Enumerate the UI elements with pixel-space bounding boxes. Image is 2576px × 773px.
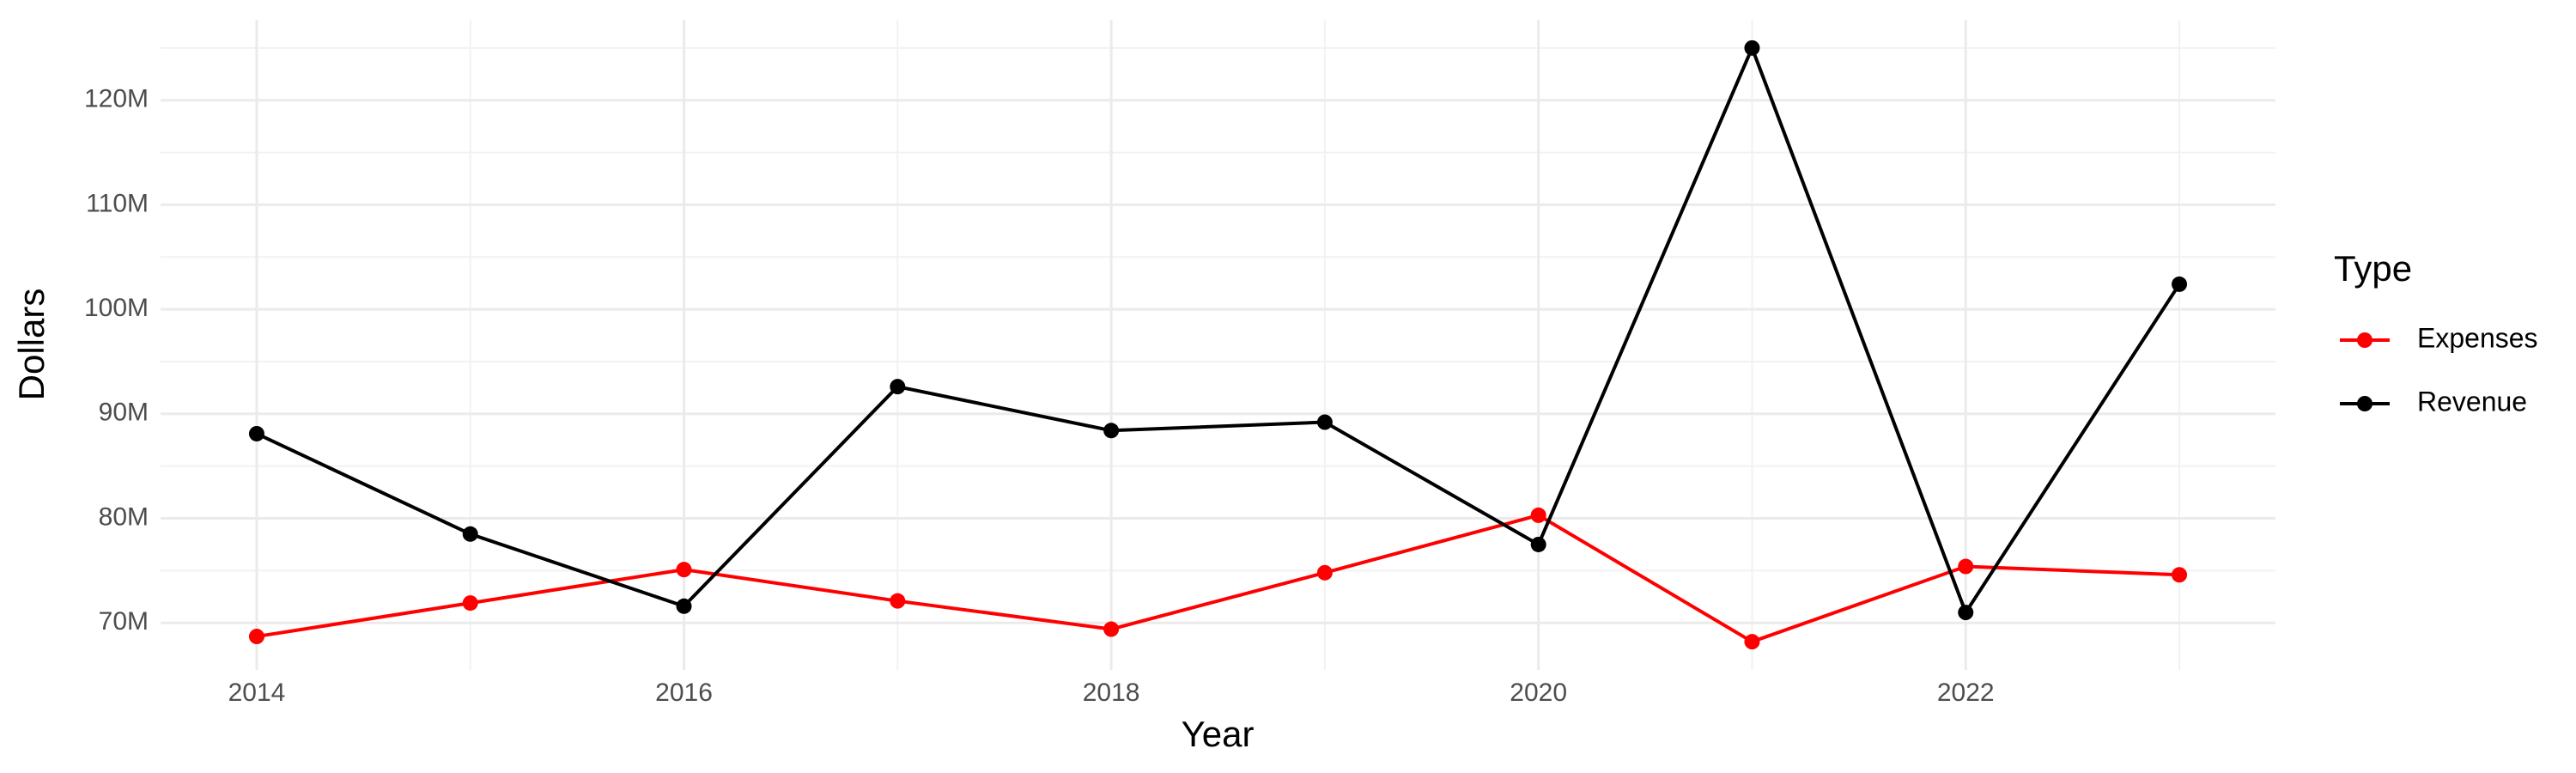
data-point — [1958, 558, 1974, 575]
y-tick-label: 70M — [99, 607, 149, 636]
data-point — [2172, 276, 2188, 292]
legend-label: Revenue — [2417, 386, 2527, 417]
data-point — [248, 629, 264, 645]
data-point — [1744, 634, 1760, 650]
data-point — [1103, 621, 1120, 637]
x-tick-label: 2016 — [655, 679, 713, 707]
data-point — [1530, 507, 1546, 523]
y-axis-title: Dollars — [11, 289, 52, 401]
data-point — [1316, 564, 1333, 581]
data-point — [1316, 414, 1333, 430]
y-tick-label: 120M — [84, 85, 149, 113]
x-tick-label: 2022 — [1937, 679, 1995, 707]
data-point — [676, 562, 692, 578]
series-line — [256, 513, 2180, 644]
x-axis-title: Year — [1182, 714, 1255, 754]
x-tick-label: 2020 — [1510, 679, 1567, 707]
data-point — [2172, 567, 2188, 583]
data-point — [1530, 536, 1546, 552]
y-tick-label: 90M — [99, 399, 149, 427]
data-point — [890, 379, 906, 395]
y-tick-label: 100M — [84, 294, 149, 322]
series-line — [256, 43, 2181, 617]
legend-key-point — [2357, 332, 2372, 348]
data-point — [676, 598, 692, 614]
x-tick-label: 2014 — [228, 679, 286, 707]
data-point — [1103, 423, 1120, 439]
data-point — [248, 425, 264, 441]
y-tick-label: 110M — [86, 189, 149, 217]
legend-label: Expenses — [2417, 322, 2538, 353]
data-point — [1958, 605, 1974, 621]
data-point — [890, 593, 906, 609]
data-point — [462, 526, 478, 542]
x-tick-label: 2018 — [1083, 679, 1140, 707]
y-tick-label: 80M — [99, 502, 149, 531]
legend-key-point — [2357, 396, 2372, 411]
data-point — [462, 595, 478, 612]
data-point — [1744, 40, 1760, 56]
legend-title: Type — [2334, 248, 2412, 289]
